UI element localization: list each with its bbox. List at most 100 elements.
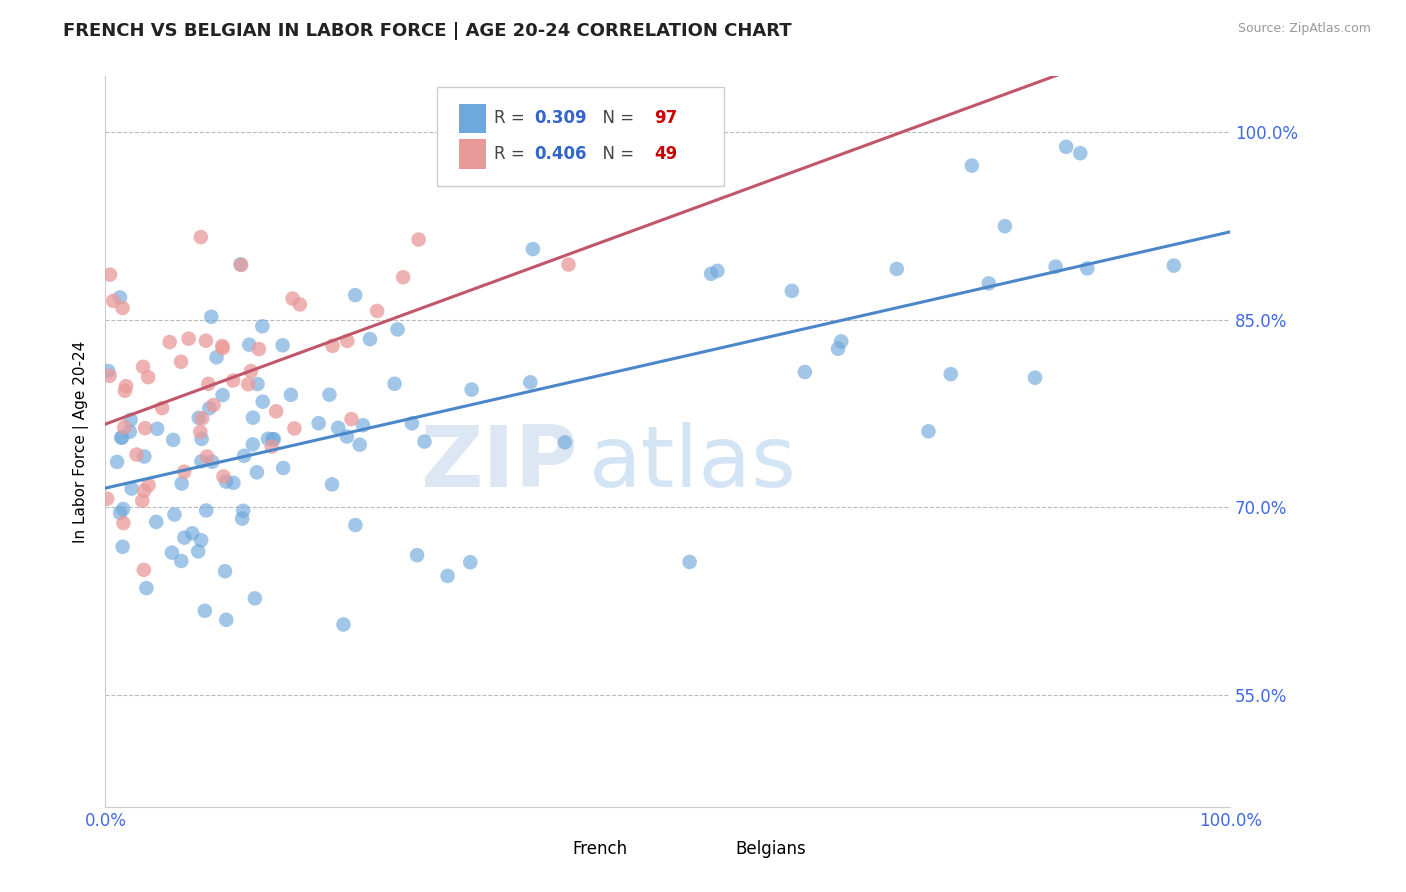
Point xyxy=(288,297,311,311)
Point xyxy=(145,515,167,529)
Point xyxy=(352,418,374,433)
Point xyxy=(780,284,803,298)
Point xyxy=(271,338,294,352)
Point xyxy=(191,411,214,425)
Point xyxy=(198,401,221,416)
Point xyxy=(436,569,458,583)
Point xyxy=(108,290,131,304)
Point xyxy=(238,337,260,351)
Point xyxy=(190,533,212,548)
Point xyxy=(246,377,269,392)
Point xyxy=(215,613,238,627)
Point xyxy=(408,233,430,247)
Point xyxy=(131,494,153,508)
Point xyxy=(1024,370,1046,384)
Point xyxy=(886,261,908,276)
Point xyxy=(146,422,169,436)
Point xyxy=(112,420,135,434)
Point xyxy=(103,293,125,308)
Point xyxy=(170,355,193,369)
FancyBboxPatch shape xyxy=(437,87,724,186)
Point xyxy=(960,159,983,173)
Point xyxy=(1054,140,1077,154)
Point xyxy=(827,342,849,356)
Point xyxy=(349,438,371,452)
Point xyxy=(413,434,436,449)
Point xyxy=(460,383,482,397)
Point xyxy=(177,332,200,346)
Point xyxy=(211,341,233,355)
Point xyxy=(280,388,302,402)
Y-axis label: In Labor Force | Age 20-24: In Labor Force | Age 20-24 xyxy=(73,341,89,542)
Point xyxy=(159,334,181,349)
Point xyxy=(229,257,252,271)
Point xyxy=(1069,146,1091,161)
Point xyxy=(321,339,343,353)
Text: 0.309: 0.309 xyxy=(534,109,586,128)
Point xyxy=(336,429,359,443)
Point xyxy=(308,416,330,430)
Point xyxy=(138,478,160,492)
Point xyxy=(263,432,285,446)
Point xyxy=(917,425,939,439)
Point xyxy=(125,448,148,462)
Point xyxy=(240,364,263,378)
Point xyxy=(111,540,134,554)
FancyBboxPatch shape xyxy=(695,837,728,862)
Point xyxy=(392,270,415,285)
Point xyxy=(231,258,253,272)
Point xyxy=(242,437,264,451)
Point xyxy=(554,435,576,450)
Point xyxy=(195,503,218,517)
Point xyxy=(340,412,363,426)
Point xyxy=(519,376,541,390)
Point xyxy=(243,591,266,606)
Text: N =: N = xyxy=(592,109,640,128)
Point xyxy=(114,384,136,398)
FancyBboxPatch shape xyxy=(531,837,565,862)
Point xyxy=(1045,260,1067,274)
Point xyxy=(105,455,128,469)
Text: Belgians: Belgians xyxy=(735,840,806,858)
Point xyxy=(173,531,195,545)
Point xyxy=(190,230,212,244)
Point xyxy=(260,440,283,454)
Point xyxy=(387,322,409,336)
Point xyxy=(271,461,294,475)
Point xyxy=(188,425,211,439)
Point xyxy=(195,450,218,464)
Point xyxy=(111,301,134,315)
Point xyxy=(359,332,381,346)
Point xyxy=(190,454,212,468)
Text: 49: 49 xyxy=(654,145,678,163)
Point xyxy=(336,334,359,348)
Point xyxy=(194,334,217,348)
Point xyxy=(977,277,1000,291)
Point xyxy=(173,465,195,479)
Point xyxy=(252,394,274,409)
Point xyxy=(384,376,406,391)
Point xyxy=(98,368,121,383)
Point xyxy=(112,502,135,516)
FancyBboxPatch shape xyxy=(458,103,485,133)
Point xyxy=(401,417,423,431)
Point xyxy=(247,342,270,356)
Point xyxy=(202,398,225,412)
Point xyxy=(242,410,264,425)
Text: N =: N = xyxy=(592,145,640,163)
Point xyxy=(281,292,304,306)
Point xyxy=(212,469,235,483)
Point xyxy=(222,475,245,490)
Point xyxy=(344,518,367,533)
Point xyxy=(793,365,815,379)
Point xyxy=(246,465,269,479)
Point xyxy=(706,264,728,278)
Text: R =: R = xyxy=(494,145,530,163)
Point xyxy=(214,564,236,578)
Point xyxy=(194,604,217,618)
Point xyxy=(211,388,233,402)
Point xyxy=(252,319,274,334)
Point xyxy=(1163,259,1185,273)
Point xyxy=(187,410,209,425)
Point xyxy=(321,477,343,491)
